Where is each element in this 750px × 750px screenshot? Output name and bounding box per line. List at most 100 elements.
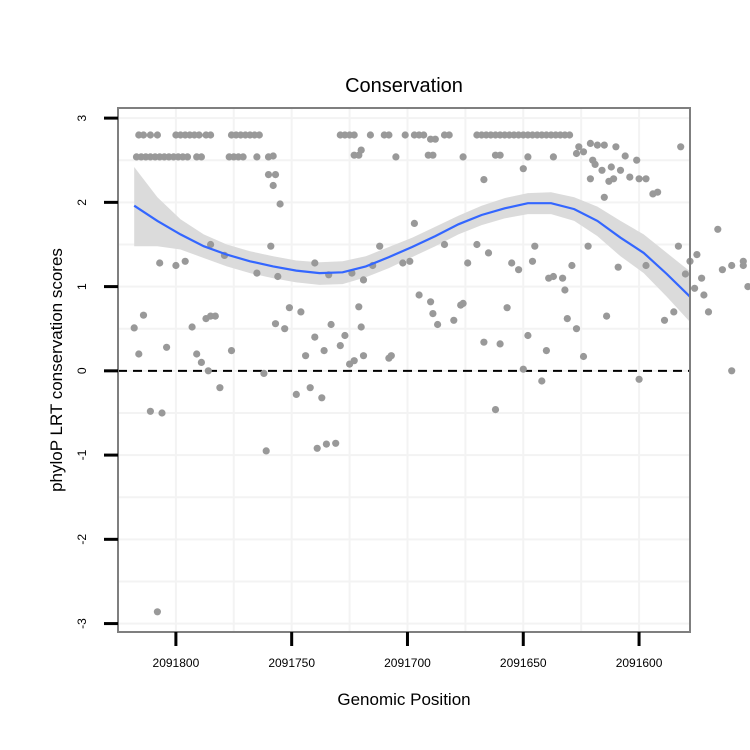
data-point [387, 352, 395, 360]
data-point [670, 308, 678, 316]
data-point [271, 320, 280, 328]
data-point [253, 153, 261, 161]
y-tick-label: 0 [75, 367, 89, 374]
data-point [614, 263, 622, 271]
data-point [322, 440, 330, 448]
x-tick-label: 2091700 [384, 656, 431, 670]
data-point [302, 352, 310, 360]
data-point [207, 240, 215, 249]
x-axis-label: Genomic Position [337, 690, 470, 709]
data-point [591, 160, 599, 168]
data-point [318, 394, 326, 402]
data-point [739, 257, 747, 265]
data-point [621, 152, 629, 160]
data-point [306, 384, 314, 392]
data-point [311, 259, 319, 267]
data-point [350, 357, 358, 365]
x-tick-label: 2091750 [268, 656, 315, 670]
x-tick-label: 2091600 [616, 656, 663, 670]
y-tick-label: 3 [75, 114, 89, 121]
data-point [434, 320, 442, 329]
data-point [563, 315, 571, 323]
data-point [459, 299, 467, 307]
data-point [607, 163, 615, 171]
data-point [376, 242, 384, 250]
data-point [204, 367, 212, 375]
y-tick-label: 1 [75, 283, 89, 290]
data-point [450, 316, 458, 324]
data-point [549, 153, 558, 161]
data-point [744, 283, 750, 291]
data-point [549, 272, 558, 281]
data-point [429, 151, 437, 159]
data-point [586, 175, 595, 183]
data-point [600, 141, 608, 149]
data-point [130, 324, 138, 332]
data-point [285, 304, 293, 312]
data-point [431, 135, 439, 143]
data-point [135, 350, 143, 358]
data-point [575, 143, 583, 151]
smooth-fit-line [133, 202, 691, 298]
data-point [183, 153, 192, 161]
data-point [524, 331, 532, 340]
y-tick-label: -3 [75, 618, 89, 629]
data-point [399, 259, 407, 267]
data-point [193, 350, 201, 358]
data-point [366, 131, 374, 139]
data-point [566, 131, 574, 139]
data-point [415, 291, 423, 299]
data-point [612, 143, 620, 151]
data-point [320, 347, 328, 355]
data-point [311, 333, 319, 341]
data-point [153, 131, 161, 139]
data-point [401, 131, 409, 139]
y-tick-label: -2 [75, 534, 89, 545]
data-point [341, 331, 349, 340]
data-point [445, 131, 453, 139]
data-point [146, 131, 154, 139]
data-point [357, 146, 365, 154]
data-point [542, 347, 551, 355]
data-point [239, 153, 247, 161]
data-point [700, 291, 708, 299]
data-point [139, 131, 148, 139]
data-point [593, 141, 602, 149]
data-point [654, 188, 662, 196]
confidence-band-layer [134, 167, 690, 322]
data-point [427, 298, 435, 306]
x-tick-label: 2091650 [500, 656, 547, 670]
data-point [410, 219, 418, 227]
data-point [207, 131, 215, 139]
data-point [139, 311, 148, 319]
data-point [586, 139, 595, 147]
confidence-band [134, 167, 690, 322]
data-point [181, 257, 189, 265]
data-point [616, 166, 625, 174]
data-point [253, 269, 261, 277]
data-point [274, 272, 282, 281]
data-point [262, 447, 270, 455]
y-axis-label: phyloP LRT conservation scores [47, 248, 66, 492]
data-point [660, 316, 669, 324]
data-point [484, 249, 493, 257]
data-point [269, 181, 277, 190]
data-point [600, 193, 608, 201]
data-point [538, 377, 546, 385]
points-layer [130, 131, 750, 616]
data-point [297, 308, 305, 316]
data-point [642, 175, 650, 183]
smooth-line-layer [133, 202, 691, 298]
data-point [496, 340, 504, 348]
data-point [681, 270, 690, 278]
data-point [359, 352, 368, 360]
data-point [519, 165, 527, 173]
data-point [429, 310, 437, 318]
data-point [197, 358, 205, 366]
data-point [491, 406, 500, 414]
data-point [579, 352, 588, 361]
data-point [519, 365, 527, 373]
data-point [728, 261, 736, 270]
data-point [255, 131, 263, 139]
